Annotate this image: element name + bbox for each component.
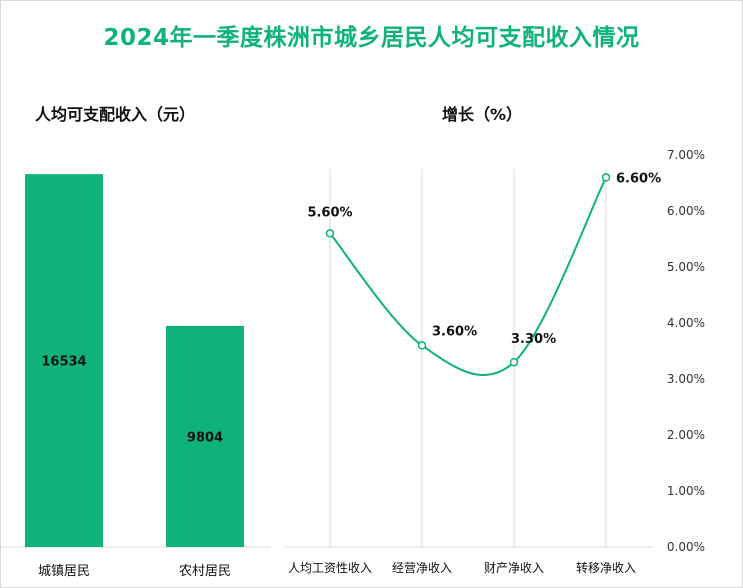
- bar-category-label: 农村居民: [179, 564, 231, 579]
- y-tick-label: 7.00%: [667, 148, 705, 162]
- bar-category-label: 城镇居民: [38, 564, 90, 579]
- growth-data-label: 6.60%: [616, 171, 661, 186]
- growth-data-label: 3.60%: [432, 324, 477, 339]
- bar-data-label: 16534: [41, 355, 86, 370]
- line-category-label: 转移净收入: [576, 560, 636, 575]
- growth-line: [329, 176, 607, 376]
- y-tick-label: 2.00%: [667, 428, 705, 442]
- line-category-label: 人均工资性收入: [288, 561, 372, 575]
- y-tick-label: 3.00%: [667, 372, 705, 386]
- y-tick-label: 4.00%: [667, 316, 705, 330]
- growth-data-label: 3.30%: [511, 332, 556, 347]
- bar-chart-title: 人均可支配收入（元）: [35, 105, 196, 124]
- y-tick-label: 5.00%: [667, 260, 705, 274]
- growth-point: [509, 357, 519, 367]
- growth-point: [325, 229, 335, 238]
- bar-2: [166, 325, 244, 547]
- growth-data-label: 5.60%: [307, 205, 352, 220]
- line-category-label: 经营净收入: [392, 561, 452, 575]
- line-chart-title: 增长（%）: [442, 105, 523, 124]
- y-tick-label: 6.00%: [667, 204, 705, 218]
- y-tick-label: 1.00%: [667, 484, 705, 498]
- bar-1: [25, 174, 103, 547]
- growth-point: [417, 341, 427, 350]
- bar-data-label: 9804: [187, 430, 223, 445]
- chart-title: 2024年一季度株洲市城乡居民人均可支配收入情况: [103, 25, 640, 51]
- y-tick-label: 0.00%: [667, 540, 705, 554]
- line-category-label: 财产净收入: [484, 561, 544, 575]
- growth-point: [601, 173, 611, 182]
